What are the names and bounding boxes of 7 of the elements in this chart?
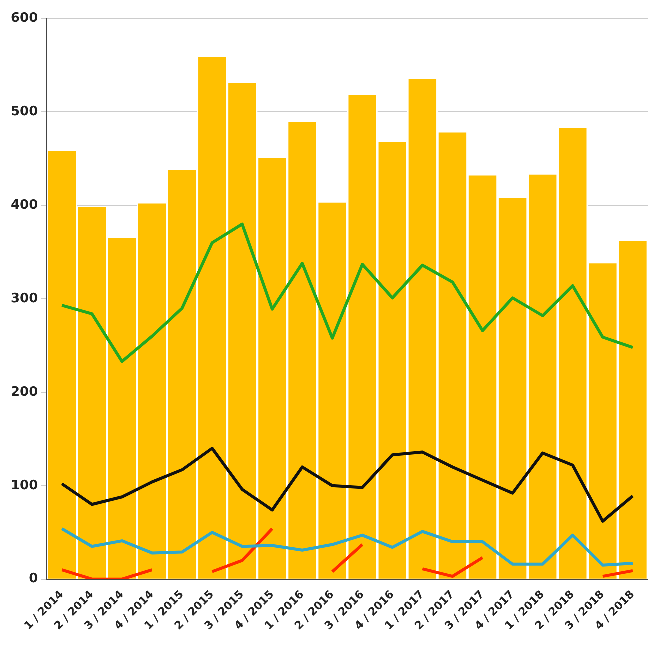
y-tick-label: 400 xyxy=(10,198,38,214)
y-tick-label: 200 xyxy=(10,384,38,400)
y-tick-label: 0 xyxy=(29,572,38,587)
y-tick-label: 300 xyxy=(10,291,38,306)
y-tick-label: 500 xyxy=(10,104,38,120)
y-tick-label: 100 xyxy=(10,478,38,494)
y-tick-label: 600 xyxy=(10,11,38,26)
